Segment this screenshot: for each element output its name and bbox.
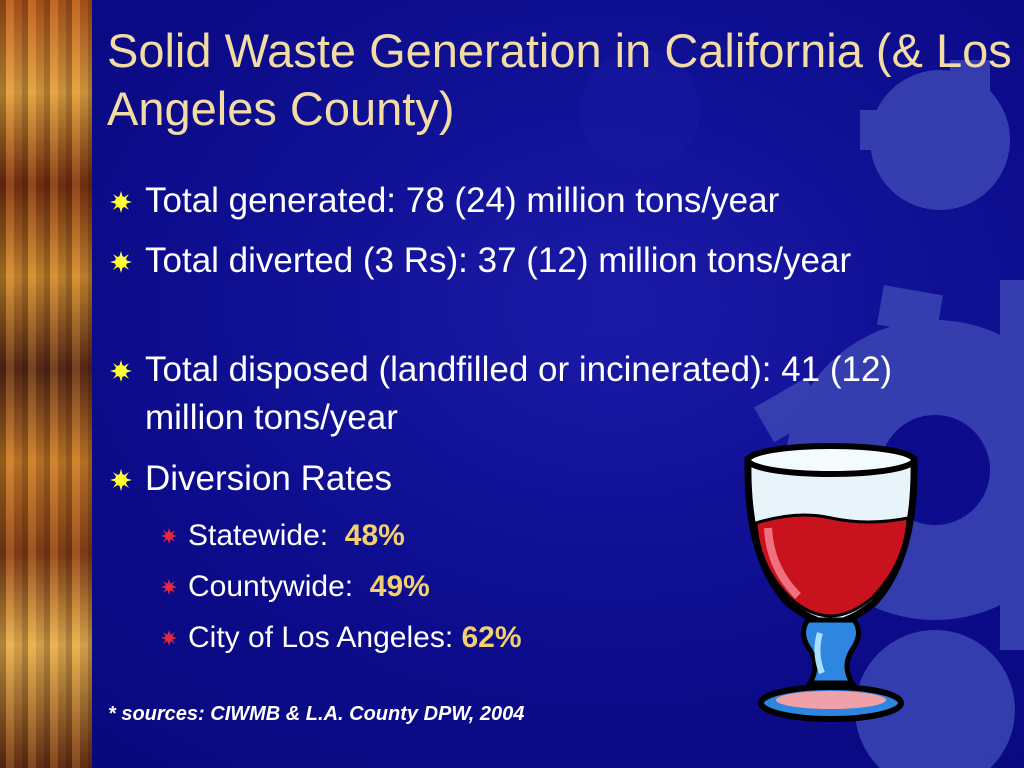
bullet-icon	[110, 191, 132, 213]
bullet-icon	[110, 360, 132, 382]
footnote: * sources: CIWMB & L.A. County DPW, 2004	[108, 703, 525, 725]
slide-title: Solid Waste Generation in California (& …	[107, 24, 1012, 135]
sub-bullet-icon	[161, 630, 177, 646]
bullet-icon	[110, 251, 132, 273]
sub-bullet-icon	[161, 528, 177, 544]
sub-bullet-icon	[161, 579, 177, 595]
wine-glass-illustration	[744, 443, 918, 722]
bullet: Diversion Rates	[108, 455, 948, 503]
bullet-text: Total diverted (3 Rs): 37 (12) million t…	[145, 241, 852, 280]
sub-bullet-value: 48%	[344, 519, 405, 552]
sub-bullet: Countywide: 49%	[160, 567, 430, 607]
bullet: Total generated: 78 (24) million tons/ye…	[108, 177, 948, 225]
sub-bullet-label: Statewide:	[188, 519, 329, 552]
sub-bullet: Statewide: 48%	[160, 516, 405, 556]
bullet-icon	[110, 469, 132, 491]
sub-bullet-label: Countywide:	[188, 570, 354, 603]
sub-bullet-label: City of Los Angeles:	[188, 621, 454, 654]
bullet-text: Diversion Rates	[145, 459, 393, 498]
bullet-text: Total disposed (landfilled or incinerate…	[145, 350, 893, 437]
sub-bullet-value: 49%	[369, 570, 430, 603]
bullet: Total diverted (3 Rs): 37 (12) million t…	[108, 237, 948, 285]
sub-bullet: City of Los Angeles: 62%	[160, 618, 522, 658]
bullet-text: Total generated: 78 (24) million tons/ye…	[145, 181, 780, 220]
decorative-strip	[0, 0, 92, 768]
sub-bullet-value: 62%	[461, 621, 522, 654]
bullet: Total disposed (landfilled or incinerate…	[108, 346, 948, 442]
